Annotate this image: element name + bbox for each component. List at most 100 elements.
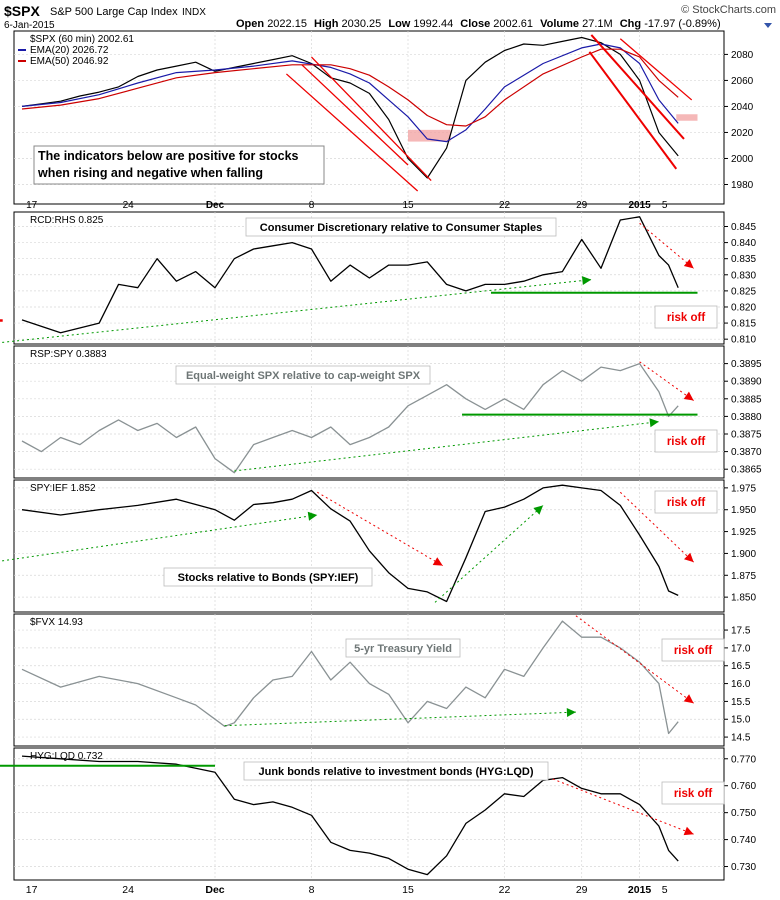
trend-line	[317, 491, 443, 567]
x-tick-label-top: 17	[26, 200, 38, 211]
close-label: Close	[460, 18, 490, 30]
series-line--fvx	[21, 620, 679, 735]
series-line-spy-ief	[21, 484, 679, 603]
trend-line	[285, 73, 419, 192]
y-tick-label: 0.770	[731, 754, 756, 765]
trend-line	[224, 711, 576, 727]
panel-title: HYG:LQD 0.732	[30, 751, 103, 762]
legend-label: EMA(20) 2026.72	[30, 45, 109, 56]
x-tick-label-top: Dec	[206, 200, 225, 211]
risk-off-box	[654, 490, 718, 514]
close-value: 2002.61	[493, 18, 533, 30]
low-value: 1992.44	[413, 18, 453, 30]
annotation-text: Consumer Discretionary relative to Consu…	[260, 222, 542, 234]
y-tick-label: 0.3875	[731, 430, 762, 441]
y-tick-label: 0.3890	[731, 377, 762, 388]
arrow-head-icon	[683, 391, 694, 401]
y-tick-label: 17.5	[731, 626, 751, 637]
y-tick-label: 0.830	[731, 270, 756, 281]
x-tick-label: Dec	[205, 884, 224, 896]
series-line-rcd-rhs	[21, 216, 679, 334]
y-tick-label: 0.810	[731, 335, 756, 346]
note-text: The indicators below are positive for st…	[38, 149, 299, 180]
volume-value: 27.1M	[582, 18, 613, 30]
y-tick-label: 0.760	[731, 781, 756, 792]
panel-rsp_spy: 0.3865 0.3870 0.3875 0.3880 0.3885 0.3890 0.38…	[13, 345, 762, 479]
series-line-ema-20-	[21, 43, 679, 143]
annotation-box	[163, 567, 373, 587]
risk-off-label: risk off	[667, 497, 706, 509]
panel-title: $SPX (60 min) 2002.61	[30, 34, 134, 45]
trend-line	[619, 491, 694, 563]
x-tick-label-top: 29	[576, 200, 588, 211]
annotation-box	[345, 638, 461, 658]
y-tick-label: 0.740	[731, 835, 756, 846]
y-tick-label: 1.850	[731, 593, 756, 604]
ohlc-bar: Open 2022.15 High 2030.25 Low 1992.44 Cl…	[236, 18, 721, 30]
trend-line	[0, 279, 592, 344]
trend-line	[639, 361, 694, 401]
legend-label: EMA(50) 2046.92	[30, 56, 109, 67]
symbol: $SPX	[4, 3, 40, 19]
trend-line	[234, 421, 659, 472]
high-label: High	[314, 18, 339, 30]
risk-off-label: risk off	[674, 645, 713, 657]
y-tick-label: 14.5	[731, 733, 751, 744]
y-tick-label: 0.845	[731, 222, 756, 233]
resistance-zone	[676, 114, 698, 121]
copyright: © StockCharts.com	[681, 4, 776, 16]
risk-off-label: risk off	[667, 436, 706, 448]
panel-frame	[13, 613, 725, 747]
arrow-head-icon	[649, 418, 659, 428]
series-line-rsp-spy	[21, 362, 679, 474]
arrow-head-icon	[307, 511, 318, 521]
x-tick-label-top: 8	[309, 200, 315, 211]
y-tick-label: 0.730	[731, 862, 756, 873]
trend-line	[590, 34, 685, 140]
risk-off-box	[661, 638, 725, 662]
y-tick-label: 0.835	[731, 254, 756, 265]
series-line--spx	[21, 36, 679, 179]
low-label: Low	[388, 18, 410, 30]
y-tick-label: 15.0	[731, 715, 751, 726]
trend-line	[619, 38, 693, 101]
x-tick-label: 2015	[628, 884, 652, 896]
annotation-text: 5-yr Treasury Yield	[354, 643, 452, 655]
risk-off-box	[661, 781, 725, 805]
annotation-text: Junk bonds relative to investment bonds …	[258, 766, 533, 778]
y-tick-label: 0.815	[731, 319, 756, 330]
risk-off-label: risk off	[667, 312, 706, 324]
trend-line	[0, 514, 318, 562]
panel-frame	[13, 479, 725, 613]
x-tick-label-top: 2015	[628, 200, 651, 211]
risk-off-label: risk off	[674, 788, 713, 800]
panel-fvx: 14.5 15.0 15.5 16.0 16.5 17.0 17.5 $FVX 14.93 5-…	[13, 613, 751, 747]
chart-panels: 1980 2000 2020 2040 2060 2080 $SPX (60 min) 20…	[0, 30, 762, 881]
panel-hyg_lqd: 0.730 0.740 0.750 0.760 0.770 HYG:LQD 0.732 Ju…	[0, 747, 756, 881]
y-tick-label: 1.900	[731, 549, 756, 560]
panel-title: $FVX 14.93	[30, 617, 83, 628]
panel-rcd_rhs: 0.810 0.815 0.820 0.825 0.830 0.835 0.840 0.845…	[0, 211, 756, 346]
annotation-text: Stocks relative to Bonds (SPY:IEF)	[178, 572, 359, 584]
high-value: 2030.25	[342, 18, 382, 30]
dropdown-arrow-icon[interactable]	[764, 23, 772, 28]
date: 6-Jan-2015	[4, 20, 55, 31]
y-tick-label: 17.0	[731, 643, 751, 654]
y-tick-label: 2020	[731, 128, 754, 139]
open-value: 2022.15	[267, 18, 307, 30]
y-tick-label: 2060	[731, 76, 754, 87]
chg-value: -17.97 (-0.89%)	[644, 18, 720, 30]
arrow-head-icon	[684, 552, 694, 563]
y-tick-label: 1.875	[731, 571, 756, 582]
x-tick-label-top: 15	[402, 200, 414, 211]
y-tick-label: 2000	[731, 154, 754, 165]
y-tick-label: 0.840	[731, 238, 756, 249]
trend-line	[311, 56, 432, 182]
x-tick-label: 22	[499, 884, 511, 896]
arrow-head-icon	[683, 694, 694, 704]
x-axis: 17 17 24 24 Dec Dec 8 8 15 15 22 22 29 29 2015 2015 5 5	[26, 200, 668, 896]
annotation-text: Equal-weight SPX relative to cap-weight …	[186, 370, 421, 382]
x-tick-label: 24	[122, 884, 134, 896]
panel-title: SPY:IEF 1.852	[30, 483, 96, 494]
